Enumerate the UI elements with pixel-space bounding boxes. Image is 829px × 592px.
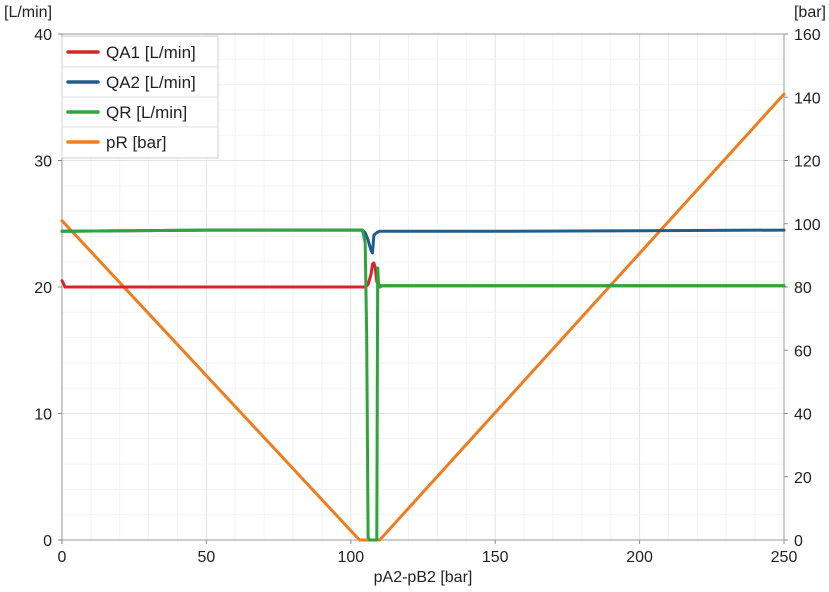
legend: QA1 [L/min] QA2 [L/min] QR [L/min] pR [bar] (61, 35, 219, 159)
x-axis-label: pA2-pB2 [bar] (374, 569, 473, 586)
x-tick-label: 100 (337, 549, 364, 566)
y-right-tick-label: 80 (794, 280, 812, 297)
y-right-tick-label: 140 (794, 90, 821, 107)
y-left-tick-label: 0 (43, 533, 52, 550)
tick-labels: 0 50 100 150 200 2500102030400204060801001201… (34, 27, 821, 566)
x-tick-label: 200 (626, 549, 653, 566)
series-line-qa1 (60, 261, 786, 289)
x-tick-label: 150 (482, 549, 509, 566)
y-left-tick-label: 30 (34, 154, 52, 171)
y-right-tick-label: 120 (794, 154, 821, 171)
series-group (60, 92, 786, 542)
y-left-unit-label: [L/min] (4, 4, 52, 21)
x-tick-label: 0 (58, 549, 67, 566)
series-line-qa2 (60, 228, 786, 255)
y-right-tick-label: 60 (794, 343, 812, 360)
y-left-tick-label: 40 (34, 27, 52, 44)
legend-label: pR [bar] (106, 133, 166, 152)
y-left-tick-label: 10 (34, 407, 52, 424)
y-right-tick-label: 100 (794, 217, 821, 234)
x-tick-label: 250 (771, 549, 798, 566)
y-right-unit-label: [bar] (794, 4, 826, 21)
legend-label: QA2 [L/min] (106, 73, 196, 92)
legend-label: QA1 [L/min] (106, 43, 196, 62)
y-right-tick-label: 40 (794, 407, 812, 424)
y-right-tick-label: 160 (794, 27, 821, 44)
y-right-tick-label: 20 (794, 470, 812, 487)
x-tick-label: 50 (198, 549, 216, 566)
legend-label: QR [L/min] (106, 103, 187, 122)
y-right-tick-label: 0 (794, 533, 803, 550)
y-left-tick-label: 20 (34, 280, 52, 297)
series-line-qr (60, 228, 786, 542)
